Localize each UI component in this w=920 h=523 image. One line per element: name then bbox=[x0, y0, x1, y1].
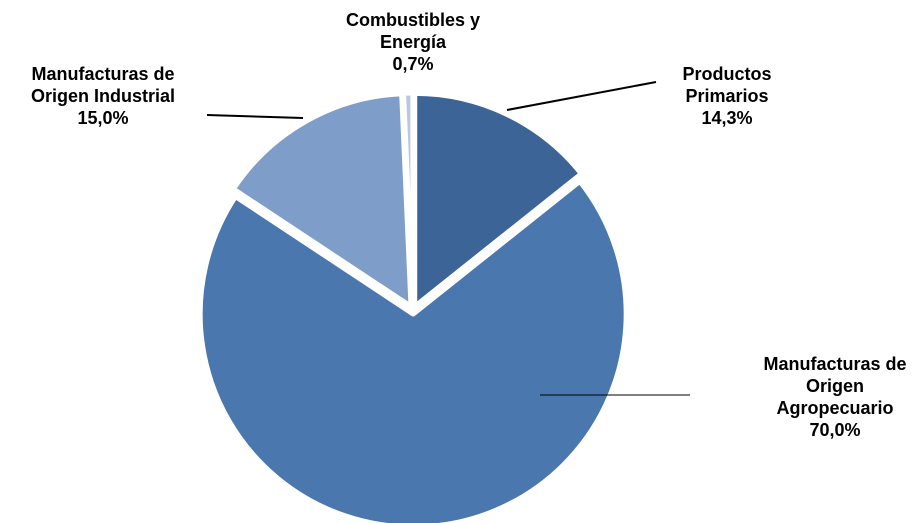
slice-name-line: Origen Industrial bbox=[31, 86, 175, 106]
leader-lines bbox=[206, 81, 690, 396]
slice-productos-primarios bbox=[412, 90, 584, 309]
slice-name-line: Origen bbox=[806, 376, 864, 396]
slice-value-label: 70,0% bbox=[809, 420, 860, 440]
slice-label-manufacturas-de-origen-industrial: Manufacturas de Origen Industrial 15,0% bbox=[31, 64, 175, 128]
leader-line-productos-primarios bbox=[506, 81, 657, 111]
slice-value-label: 14,3% bbox=[701, 108, 752, 128]
slice-name-line: Agropecuario bbox=[776, 398, 893, 418]
pie-slices bbox=[197, 90, 629, 523]
slice-label-productos-primarios: Productos Primarios 14,3% bbox=[682, 64, 771, 128]
slice-name-line: Primarios bbox=[685, 86, 768, 106]
slice-name-line: Combustibles y bbox=[346, 10, 480, 30]
slice-labels: Productos Primarios 14,3%Manufacturas de Or… bbox=[31, 10, 907, 440]
slice-value-label: 15,0% bbox=[77, 108, 128, 128]
slice-manufacturas-de-origen-industrial bbox=[230, 91, 414, 310]
leader-line-manufacturas-de-origen-industrial bbox=[206, 114, 304, 119]
slice-combustibles-y-energia bbox=[401, 90, 416, 309]
slice-value-label: 0,7% bbox=[392, 54, 433, 74]
slice-name-line: Energía bbox=[380, 32, 447, 52]
slice-name-line: Manufacturas de bbox=[763, 354, 906, 374]
slice-name-line: Productos bbox=[682, 64, 771, 84]
slice-label-manufacturas-de-origen-agropecuario: Manufacturas de Origen Agropecuario 70,0% bbox=[763, 354, 906, 440]
slice-name-line: Manufacturas de bbox=[31, 64, 174, 84]
slice-label-combustibles-y-energia: Combustibles y Energía 0,7% bbox=[346, 10, 480, 74]
slice-manufacturas-de-origen-agropecuario bbox=[197, 178, 629, 523]
